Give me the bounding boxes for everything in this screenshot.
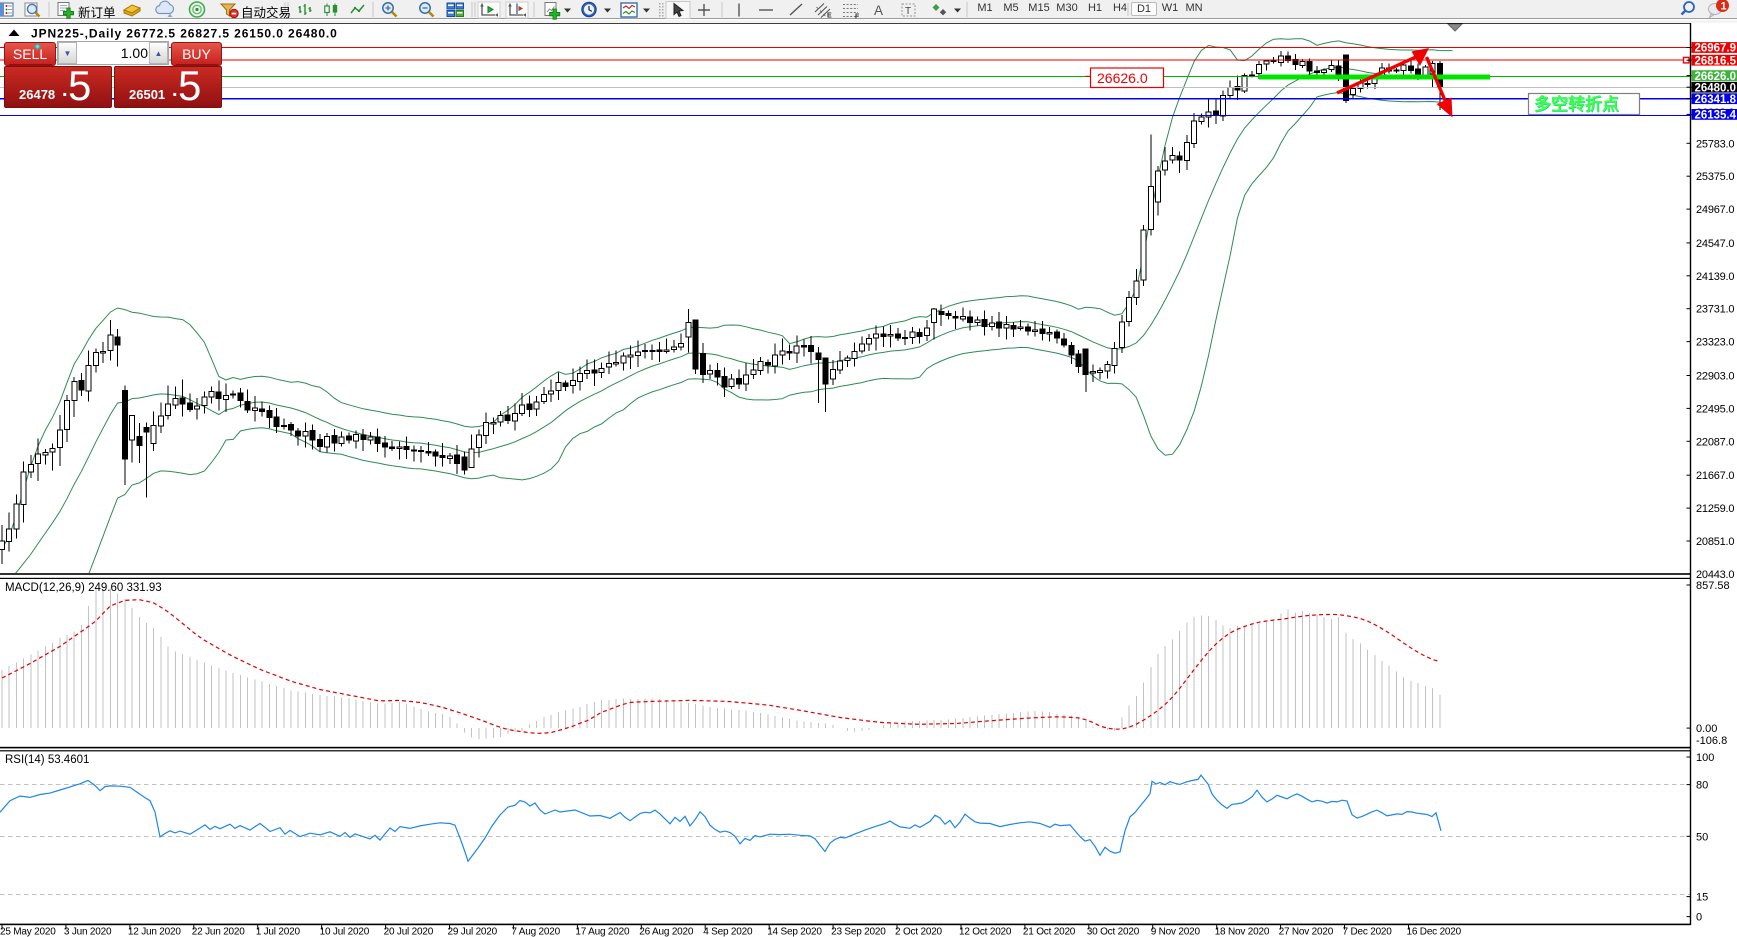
svg-text:7 Aug 2020: 7 Aug 2020	[511, 927, 560, 937]
svg-text:27 Nov 2020: 27 Nov 2020	[1279, 927, 1334, 937]
svg-text:-106.8: -106.8	[1696, 735, 1727, 747]
svg-text:14 Sep 2020: 14 Sep 2020	[767, 927, 822, 937]
svg-text:18 Nov 2020: 18 Nov 2020	[1215, 927, 1270, 937]
svg-text:25375.0: 25375.0	[1696, 171, 1735, 183]
svg-text:25 May 2020: 25 May 2020	[0, 927, 56, 937]
svg-text:26816.5: 26816.5	[1695, 55, 1737, 67]
svg-text:12 Jun 2020: 12 Jun 2020	[128, 927, 181, 937]
svg-text:26341.8: 26341.8	[1695, 94, 1737, 106]
svg-text:12 Oct 2020: 12 Oct 2020	[959, 927, 1012, 937]
svg-text:多空转折点: 多空转折点	[1534, 94, 1619, 114]
svg-text:22903.0: 22903.0	[1696, 371, 1735, 383]
svg-text:16 Dec 2020: 16 Dec 2020	[1407, 927, 1462, 937]
svg-text:857.58: 857.58	[1696, 580, 1730, 592]
svg-text:26480.0: 26480.0	[1695, 82, 1737, 94]
svg-text:3 Jun 2020: 3 Jun 2020	[64, 927, 112, 937]
svg-text:24547.0: 24547.0	[1696, 238, 1735, 250]
svg-text:26967.9: 26967.9	[1695, 43, 1737, 55]
svg-text:JPN225-,Daily 26772.5 26827.5: JPN225-,Daily 26772.5 26827.5 26150.0 26…	[31, 27, 338, 41]
svg-text:26 Aug 2020: 26 Aug 2020	[639, 927, 694, 937]
svg-text:1 Jul 2020: 1 Jul 2020	[256, 927, 301, 937]
svg-text:21259.0: 21259.0	[1696, 503, 1735, 515]
svg-text:26626.0: 26626.0	[1097, 70, 1148, 86]
svg-text:20443.0: 20443.0	[1696, 569, 1735, 581]
svg-text:9 Nov 2020: 9 Nov 2020	[1151, 927, 1201, 937]
svg-text:10 Jul 2020: 10 Jul 2020	[320, 927, 370, 937]
svg-text:RSI(14) 53.4601: RSI(14) 53.4601	[5, 754, 89, 766]
svg-text:22087.0: 22087.0	[1696, 436, 1735, 448]
svg-text:2 Oct 2020: 2 Oct 2020	[895, 927, 943, 937]
svg-text:23 Sep 2020: 23 Sep 2020	[831, 927, 886, 937]
svg-text:0: 0	[1696, 912, 1702, 924]
svg-text:50: 50	[1696, 831, 1708, 843]
svg-text:25783.0: 25783.0	[1696, 138, 1735, 150]
svg-text:7 Dec 2020: 7 Dec 2020	[1343, 927, 1393, 937]
svg-text:26626.0: 26626.0	[1695, 71, 1737, 83]
svg-text:20 Jul 2020: 20 Jul 2020	[384, 927, 434, 937]
svg-text:29 Jul 2020: 29 Jul 2020	[448, 927, 498, 937]
svg-text:100: 100	[1696, 752, 1714, 764]
svg-text:0.00: 0.00	[1696, 723, 1717, 735]
svg-text:23323.0: 23323.0	[1696, 337, 1735, 349]
svg-text:80: 80	[1696, 780, 1708, 792]
svg-text:30 Oct 2020: 30 Oct 2020	[1087, 927, 1140, 937]
svg-text:23731.0: 23731.0	[1696, 304, 1735, 316]
svg-text:24967.0: 24967.0	[1696, 204, 1735, 216]
svg-text:T: T	[905, 6, 911, 17]
svg-text:21667.0: 21667.0	[1696, 470, 1735, 482]
svg-text:22 Jun 2020: 22 Jun 2020	[192, 927, 245, 937]
svg-text:4 Sep 2020: 4 Sep 2020	[703, 927, 753, 937]
svg-text:15: 15	[1696, 892, 1708, 904]
svg-text:24139.0: 24139.0	[1696, 271, 1735, 283]
svg-text:E: E	[827, 13, 832, 20]
svg-text:22495.0: 22495.0	[1696, 403, 1735, 415]
svg-text:A: A	[874, 3, 883, 18]
svg-text:21 Oct 2020: 21 Oct 2020	[1023, 927, 1076, 937]
svg-text:F: F	[855, 14, 860, 21]
svg-text:26135.4: 26135.4	[1695, 110, 1737, 122]
svg-text:1: 1	[1721, 1, 1727, 13]
svg-text:MACD(12,26,9) 249.60 331.93: MACD(12,26,9) 249.60 331.93	[5, 582, 162, 594]
svg-text:17 Aug 2020: 17 Aug 2020	[575, 927, 630, 937]
svg-text:20851.0: 20851.0	[1696, 536, 1735, 548]
